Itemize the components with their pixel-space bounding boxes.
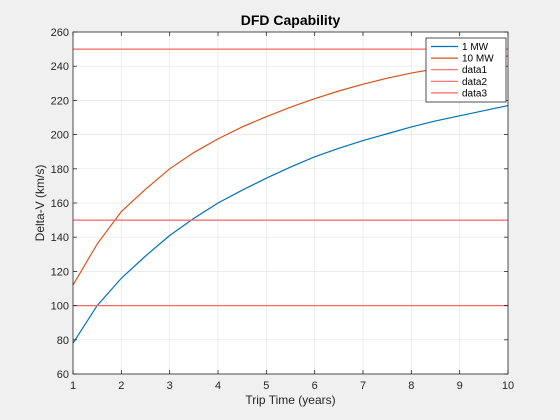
y-tick-label: 60 xyxy=(57,369,69,381)
series-line-1-mw xyxy=(72,104,509,344)
y-tick-label: 200 xyxy=(51,130,69,142)
y-tick-label: 120 xyxy=(51,266,69,278)
x-tick-label: 4 xyxy=(215,380,221,392)
y-tick-label: 160 xyxy=(51,198,69,210)
legend-label: data2 xyxy=(462,77,487,88)
x-tick-label: 9 xyxy=(457,380,463,392)
x-axis-label: Trip Time (years) xyxy=(245,393,335,407)
y-tick-label: 180 xyxy=(51,164,69,176)
y-tick-label: 260 xyxy=(51,27,69,39)
legend-label: data3 xyxy=(462,88,487,99)
y-axis-label: Delta-V (km/s) xyxy=(33,165,47,242)
y-tick-label: 100 xyxy=(51,301,69,313)
y-tick-label: 140 xyxy=(51,232,69,244)
y-tick-label: 240 xyxy=(51,61,69,73)
x-tick-label: 7 xyxy=(360,380,366,392)
legend-label: data1 xyxy=(462,65,487,76)
legend-label: 10 MW xyxy=(462,54,494,65)
x-tick-label: 5 xyxy=(263,380,269,392)
axis-ticks: 1 2 3 4 5 6 7 8 9 10 60 80 100 120 140 160 180 200 220 240 2… xyxy=(51,27,514,392)
y-tick-label: 220 xyxy=(51,95,69,107)
y-tick-label: 80 xyxy=(57,335,69,347)
x-tick-label: 6 xyxy=(312,380,318,392)
x-tick-label: 8 xyxy=(408,380,414,392)
x-tick-label: 10 xyxy=(502,380,514,392)
chart-title: DFD Capability xyxy=(241,12,341,28)
x-tick-label: 1 xyxy=(70,380,76,392)
legend-label: 1 MW xyxy=(462,42,489,53)
x-tick-label: 2 xyxy=(118,380,124,392)
x-tick-label: 3 xyxy=(167,380,173,392)
